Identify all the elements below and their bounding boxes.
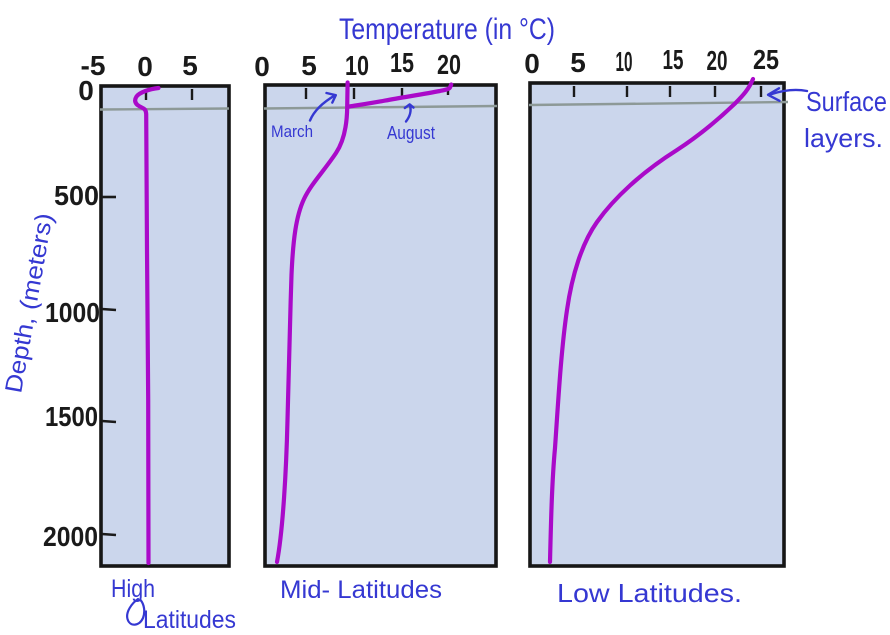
- svg-text:Latitudes: Latitudes: [143, 606, 236, 634]
- svg-text:2000: 2000: [43, 521, 98, 552]
- svg-text:0: 0: [137, 51, 153, 82]
- svg-text:-5: -5: [81, 50, 106, 81]
- svg-text:August: August: [387, 123, 435, 143]
- svg-text:Temperature (in °C): Temperature (in °C): [339, 13, 555, 46]
- svg-text:Low Latitudes.: Low Latitudes.: [557, 578, 742, 608]
- svg-text:Mid- Latitudes: Mid- Latitudes: [280, 576, 442, 604]
- svg-text:10: 10: [616, 46, 633, 77]
- svg-text:25: 25: [753, 44, 779, 75]
- svg-text:1500: 1500: [45, 401, 98, 432]
- svg-text:0: 0: [524, 48, 540, 79]
- svg-text:Surface: Surface: [806, 86, 887, 117]
- svg-text:March: March: [271, 122, 313, 141]
- svg-text:5: 5: [301, 50, 317, 81]
- svg-text:5: 5: [570, 47, 586, 78]
- svg-text:layers.: layers.: [804, 123, 883, 153]
- svg-text:0: 0: [78, 75, 94, 106]
- svg-text:0: 0: [254, 51, 270, 82]
- svg-text:20: 20: [437, 49, 461, 80]
- svg-text:500: 500: [54, 180, 99, 211]
- svg-text:1000: 1000: [45, 297, 100, 328]
- svg-text:15: 15: [663, 44, 684, 75]
- svg-text:High: High: [111, 575, 155, 603]
- svg-text:10: 10: [345, 50, 369, 81]
- svg-text:5: 5: [182, 50, 198, 81]
- svg-text:20: 20: [707, 45, 728, 76]
- svg-text:15: 15: [390, 47, 414, 78]
